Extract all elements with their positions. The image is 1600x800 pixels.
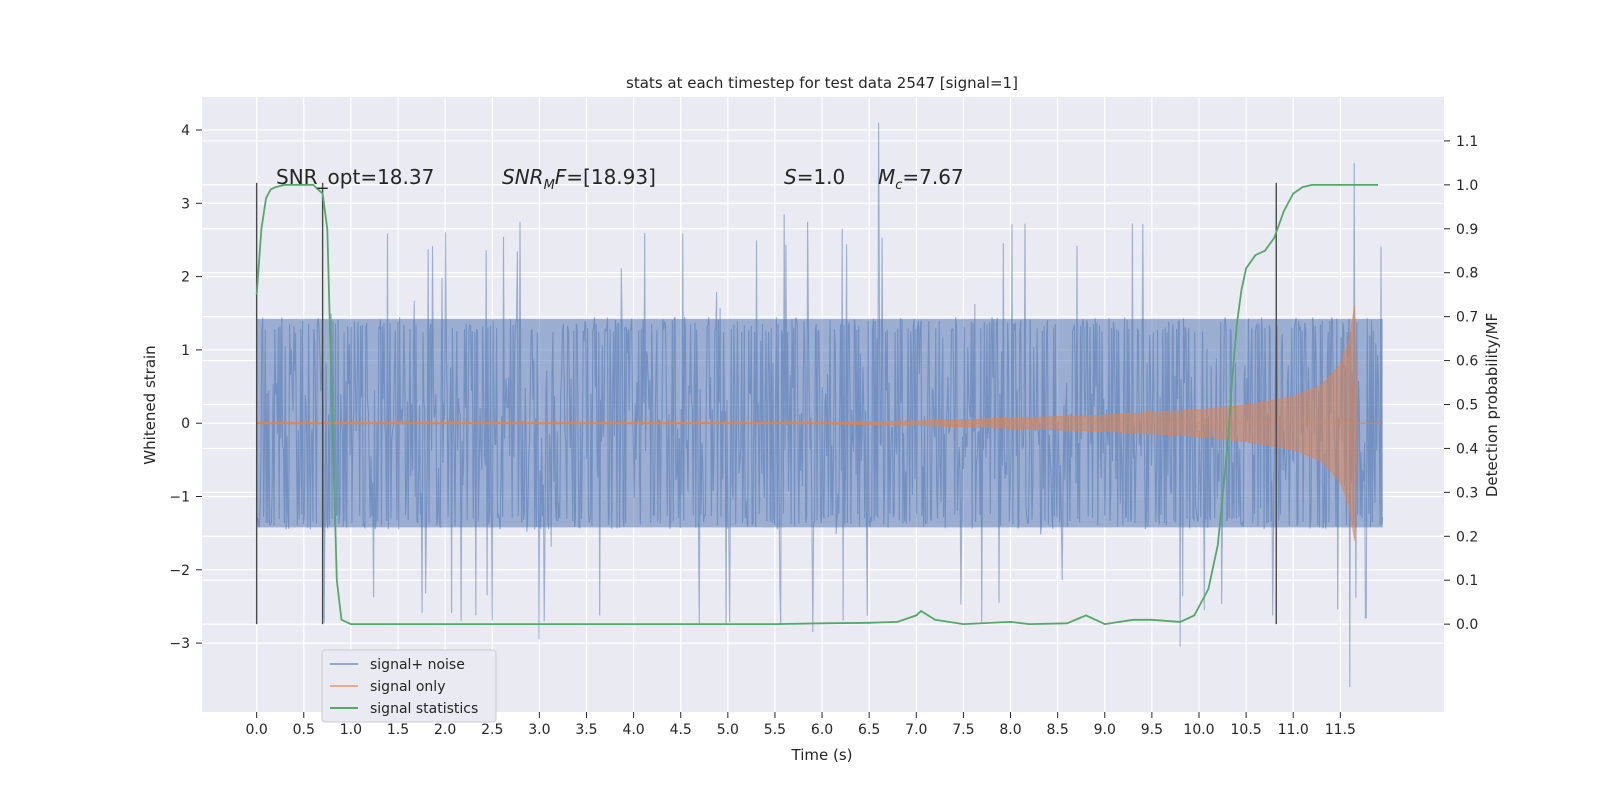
yl-tick-label-0: 4 <box>181 123 190 139</box>
yr-tick-label-0: 1.1 <box>1456 134 1478 150</box>
x-tick-label-23: 11.5 <box>1325 722 1356 738</box>
x-axis-label: Time (s) <box>791 746 853 764</box>
x-tick-label-3: 1.5 <box>387 722 409 738</box>
annotation-mc: Mc=7.67 <box>878 165 964 193</box>
yr-tick-label-5: 0.6 <box>1456 354 1478 370</box>
x-tick-label-13: 6.5 <box>858 722 880 738</box>
y-left-axis-ticks: 4 3 2 1 0 −1 −2 −3 <box>169 123 202 652</box>
legend-label-signal-plus-noise: signal+ noise <box>370 657 465 673</box>
yr-tick-label-7: 0.4 <box>1456 441 1478 457</box>
yr-tick-label-1: 1.0 <box>1456 178 1478 194</box>
x-tick-label-22: 11.0 <box>1278 722 1309 738</box>
x-tick-label-11: 5.5 <box>764 722 786 738</box>
x-tick-label-14: 7.0 <box>905 722 927 738</box>
yr-tick-label-8: 0.3 <box>1456 485 1478 501</box>
y-axis-label-left: Whitened strain <box>141 345 159 464</box>
x-tick-label-4: 2.0 <box>434 722 456 738</box>
x-tick-label-0: 0.0 <box>246 722 268 738</box>
yr-tick-label-9: 0.2 <box>1456 529 1478 545</box>
yr-tick-label-6: 0.5 <box>1456 398 1478 414</box>
x-tick-label-9: 4.5 <box>670 722 692 738</box>
x-tick-label-20: 10.0 <box>1183 722 1214 738</box>
yl-tick-label-7: −3 <box>169 636 190 652</box>
annotation-snr-mf: SNRMF=[18.93] <box>502 165 656 193</box>
x-tick-label-7: 3.5 <box>575 722 597 738</box>
x-tick-label-17: 8.5 <box>1047 722 1069 738</box>
legend: signal+ noise signal only signal statist… <box>321 649 497 723</box>
statistics-line <box>255 184 1378 626</box>
x-tick-label-5: 2.5 <box>481 722 503 738</box>
series-signal-statistics <box>255 184 1378 626</box>
x-tick-label-15: 7.5 <box>952 722 974 738</box>
x-tick-label-10: 5.0 <box>717 722 739 738</box>
annotations: SNR_opt=18.37 SNRMF=[18.93] S=1.0 Mc=7.6… <box>276 165 964 193</box>
yr-tick-label-3: 0.8 <box>1456 266 1478 282</box>
x-tick-label-16: 8.0 <box>999 722 1021 738</box>
yl-tick-label-3: 1 <box>181 343 190 359</box>
x-tick-label-19: 9.5 <box>1141 722 1163 738</box>
x-tick-label-6: 3.0 <box>528 722 550 738</box>
legend-label-signal-statistics: signal statistics <box>370 701 478 717</box>
x-axis-ticks: 0.0 0.5 1.0 1.5 2.0 2.5 3.0 3.5 4.0 4.5 5.0 5.5 6.0 6… <box>246 712 1356 738</box>
chart-title: stats at each timestep for test data 254… <box>626 74 1018 92</box>
yr-tick-label-2: 0.9 <box>1456 222 1478 238</box>
yr-tick-label-11: 0.0 <box>1456 617 1478 633</box>
x-tick-label-18: 9.0 <box>1094 722 1116 738</box>
yl-tick-label-2: 2 <box>181 270 190 286</box>
annotation-snr-opt: SNR_opt=18.37 <box>276 165 434 189</box>
yr-tick-label-10: 0.1 <box>1456 573 1478 589</box>
vertical-markers <box>255 182 1277 625</box>
annotation-s: S=1.0 <box>784 165 845 189</box>
y-axis-label-right: Detection probability/MF <box>1483 313 1501 497</box>
x-tick-label-8: 4.0 <box>622 722 644 738</box>
noise-trace <box>256 122 1384 688</box>
x-tick-label-12: 6.0 <box>811 722 833 738</box>
x-tick-label-21: 10.5 <box>1231 722 1262 738</box>
yl-tick-label-4: 0 <box>181 416 190 432</box>
x-tick-label-1: 0.5 <box>293 722 315 738</box>
yl-tick-label-1: 3 <box>181 196 190 212</box>
yl-tick-label-6: −2 <box>169 563 190 579</box>
yr-tick-label-4: 0.7 <box>1456 310 1478 326</box>
yl-tick-label-5: −1 <box>169 489 190 505</box>
legend-label-signal-only: signal only <box>370 679 445 695</box>
legend-box <box>321 649 497 723</box>
series-signal-only <box>256 305 1383 541</box>
x-tick-label-2: 1.0 <box>340 722 362 738</box>
y-right-axis-ticks: 1.1 1.0 0.9 0.8 0.7 0.6 0.5 0.4 0.3 0.2 0.1 0.0 <box>1444 134 1478 633</box>
